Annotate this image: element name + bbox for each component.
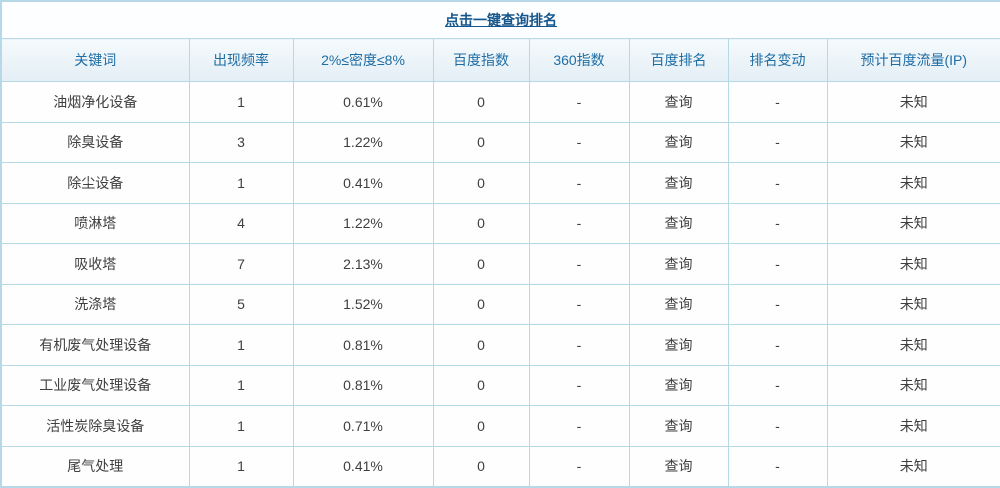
baidu-rank-query-link[interactable]: 查询 [628, 81, 729, 123]
density-cell: 0.81% [292, 324, 434, 366]
frequency-cell: 7 [188, 243, 294, 285]
baidu-index-cell: 0 [432, 324, 530, 366]
query-link-row: 点击一键查询排名 [0, 0, 1000, 39]
baidu-index-cell: 0 [432, 405, 530, 447]
frequency-cell: 4 [188, 202, 294, 244]
rank-change-cell: - [727, 121, 828, 163]
rank-change-cell: - [727, 162, 828, 204]
table-row: 活性炭除臭设备 1 0.71% 0 - 查询 - 未知 [0, 405, 1000, 447]
density-cell: 2.13% [292, 243, 434, 285]
col-header-est-traffic: 预计百度流量(IP) [826, 38, 1000, 82]
traffic-cell: 未知 [826, 202, 1000, 244]
traffic-cell: 未知 [826, 81, 1000, 123]
keyword-cell: 油烟净化设备 [0, 81, 190, 123]
frequency-cell: 1 [188, 405, 294, 447]
keyword-cell: 有机废气处理设备 [0, 324, 190, 366]
frequency-cell: 1 [188, 324, 294, 366]
traffic-cell: 未知 [826, 364, 1000, 406]
frequency-cell: 1 [188, 81, 294, 123]
table-row: 洗涤塔 5 1.52% 0 - 查询 - 未知 [0, 283, 1000, 325]
col-header-rank-change: 排名变动 [727, 38, 828, 82]
frequency-cell: 1 [188, 364, 294, 406]
baidu-index-cell: 0 [432, 121, 530, 163]
density-cell: 0.81% [292, 364, 434, 406]
table-row: 工业废气处理设备 1 0.81% 0 - 查询 - 未知 [0, 364, 1000, 406]
density-cell: 0.61% [292, 81, 434, 123]
keyword-cell: 活性炭除臭设备 [0, 405, 190, 447]
traffic-cell: 未知 [826, 243, 1000, 285]
baidu-rank-query-link[interactable]: 查询 [628, 121, 729, 163]
keyword-cell: 除尘设备 [0, 162, 190, 204]
col-header-frequency: 出现频率 [188, 38, 294, 82]
density-cell: 0.71% [292, 405, 434, 447]
traffic-cell: 未知 [826, 405, 1000, 447]
table-row: 吸收塔 7 2.13% 0 - 查询 - 未知 [0, 243, 1000, 285]
rank-change-cell: - [727, 364, 828, 406]
table-header-row: 关键词 出现频率 2%≤密度≤8% 百度指数 360指数 百度排名 排名变动 预… [0, 38, 1000, 82]
baidu-index-cell: 0 [432, 162, 530, 204]
baidu-rank-query-link[interactable]: 查询 [628, 405, 729, 447]
rank-change-cell: - [727, 324, 828, 366]
baidu-rank-query-link[interactable]: 查询 [628, 202, 729, 244]
density-cell: 0.41% [292, 162, 434, 204]
density-cell: 1.22% [292, 121, 434, 163]
keyword-cell: 洗涤塔 [0, 283, 190, 325]
baidu-index-cell: 0 [432, 364, 530, 406]
col-header-density: 2%≤密度≤8% [292, 38, 434, 82]
traffic-cell: 未知 [826, 162, 1000, 204]
rank-change-cell: - [727, 81, 828, 123]
traffic-cell: 未知 [826, 324, 1000, 366]
frequency-cell: 5 [188, 283, 294, 325]
360-index-cell: - [528, 202, 630, 244]
table-row: 有机废气处理设备 1 0.81% 0 - 查询 - 未知 [0, 324, 1000, 366]
360-index-cell: - [528, 81, 630, 123]
table-row: 除尘设备 1 0.41% 0 - 查询 - 未知 [0, 162, 1000, 204]
360-index-cell: - [528, 162, 630, 204]
360-index-cell: - [528, 364, 630, 406]
query-link-cell: 点击一键查询排名 [0, 0, 1000, 39]
360-index-cell: - [528, 405, 630, 447]
traffic-cell: 未知 [826, 121, 1000, 163]
table-row: 油烟净化设备 1 0.61% 0 - 查询 - 未知 [0, 81, 1000, 123]
density-cell: 1.52% [292, 283, 434, 325]
col-header-360-index: 360指数 [528, 38, 630, 82]
baidu-rank-query-link[interactable]: 查询 [628, 162, 729, 204]
baidu-rank-query-link[interactable]: 查询 [628, 364, 729, 406]
keyword-cell: 工业废气处理设备 [0, 364, 190, 406]
frequency-cell: 3 [188, 121, 294, 163]
frequency-cell: 1 [188, 162, 294, 204]
density-cell: 1.22% [292, 202, 434, 244]
baidu-index-cell: 0 [432, 81, 530, 123]
rank-change-cell: - [727, 283, 828, 325]
baidu-index-cell: 0 [432, 202, 530, 244]
360-index-cell: - [528, 324, 630, 366]
rank-change-cell: - [727, 405, 828, 447]
keyword-cell: 吸收塔 [0, 243, 190, 285]
rank-change-cell: - [727, 202, 828, 244]
query-all-rankings-link[interactable]: 点击一键查询排名 [445, 12, 557, 28]
col-header-keyword: 关键词 [0, 38, 190, 82]
baidu-rank-query-link[interactable]: 查询 [628, 324, 729, 366]
360-index-cell: - [528, 243, 630, 285]
baidu-index-cell: 0 [432, 243, 530, 285]
table-row: 喷淋塔 4 1.22% 0 - 查询 - 未知 [0, 202, 1000, 244]
keyword-cell: 喷淋塔 [0, 202, 190, 244]
col-header-baidu-rank: 百度排名 [628, 38, 729, 82]
360-index-cell: - [528, 121, 630, 163]
baidu-index-cell: 0 [432, 283, 530, 325]
baidu-rank-query-link[interactable]: 查询 [628, 283, 729, 325]
col-header-baidu-index: 百度指数 [432, 38, 530, 82]
rank-change-cell: - [727, 243, 828, 285]
keyword-cell: 除臭设备 [0, 121, 190, 163]
table-row: 除臭设备 3 1.22% 0 - 查询 - 未知 [0, 121, 1000, 163]
traffic-cell: 未知 [826, 283, 1000, 325]
baidu-rank-query-link[interactable]: 查询 [628, 243, 729, 285]
360-index-cell: - [528, 283, 630, 325]
